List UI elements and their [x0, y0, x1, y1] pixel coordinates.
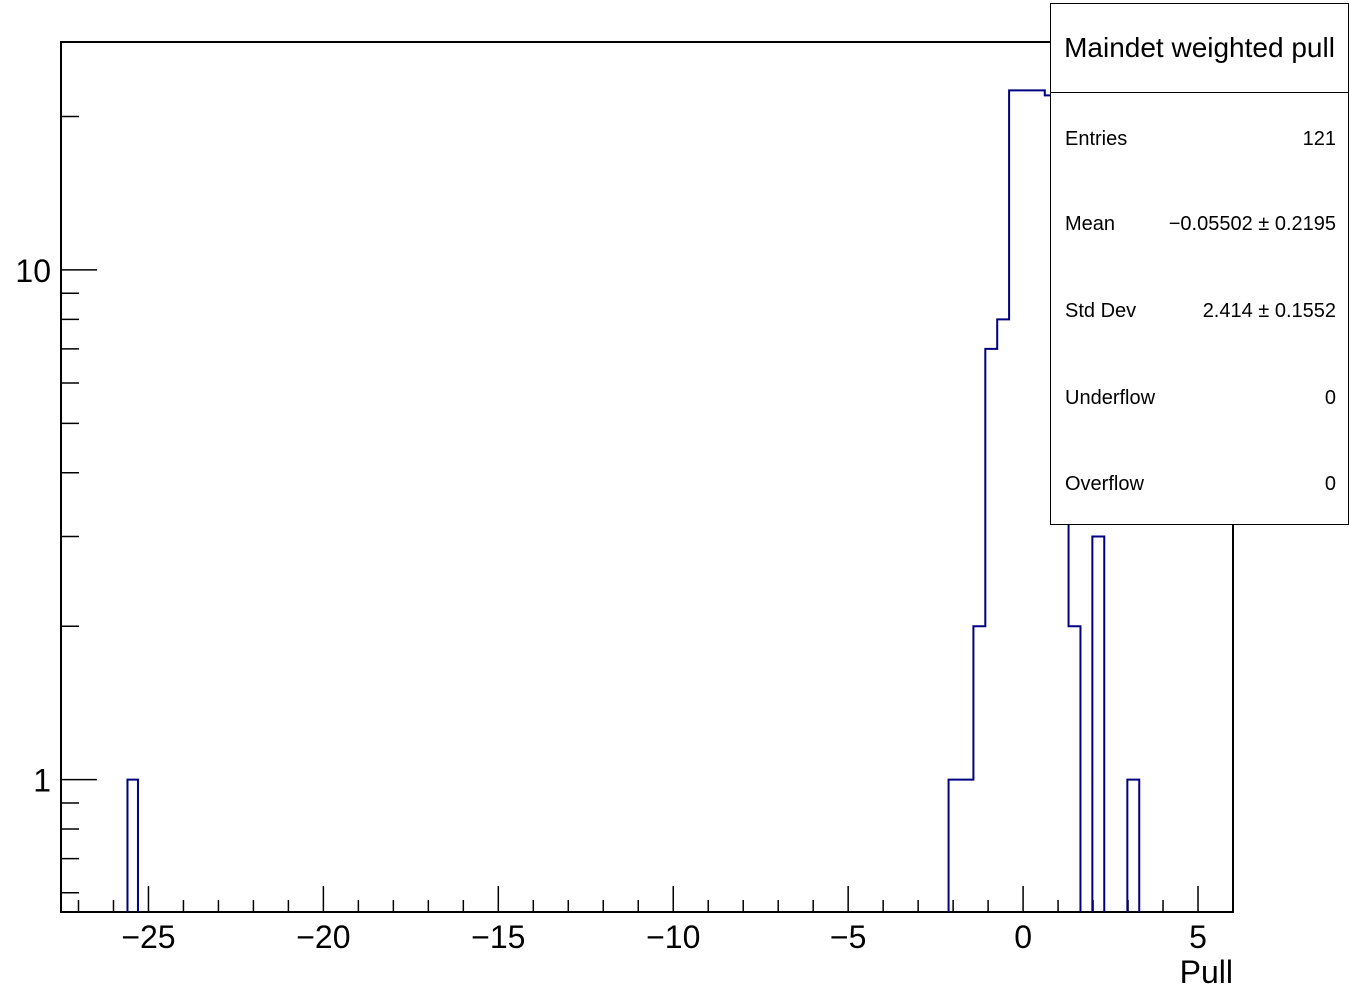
- stats-box: Maindet weighted pull Entries 121 Mean −…: [1050, 3, 1349, 525]
- x-tick-label: −10: [646, 919, 700, 955]
- stats-value: −0.05502 ± 0.2195: [1168, 212, 1336, 235]
- x-tick-label: −25: [121, 919, 175, 955]
- y-axis-ticks: 1 10: [15, 115, 97, 894]
- x-axis-ticks: −25 −20 −15 −10 −5 0 5: [77, 886, 1234, 955]
- stats-row-overflow: Overflow 0: [1065, 469, 1336, 499]
- stats-row-std-dev: Std Dev 2.414 ± 0.1552: [1065, 296, 1336, 326]
- x-axis-title: Pull: [1180, 954, 1233, 990]
- x-tick-label: −15: [471, 919, 525, 955]
- stats-label: Std Dev: [1065, 299, 1137, 322]
- stats-value: 2.414 ± 0.1552: [1202, 299, 1336, 322]
- y-tick-label: 10: [15, 253, 51, 289]
- x-tick-label: 5: [1189, 919, 1207, 955]
- stats-label: Underflow: [1065, 386, 1156, 409]
- stats-row-entries: Entries 121: [1065, 124, 1336, 154]
- histogram-line: [126, 89, 1141, 912]
- stats-label: Overflow: [1065, 472, 1144, 495]
- x-tick-label: −20: [296, 919, 350, 955]
- stats-row-mean: Mean −0.05502 ± 0.2195: [1065, 209, 1336, 239]
- x-tick-label: −5: [830, 919, 866, 955]
- stats-row-underflow: Underflow 0: [1065, 383, 1336, 413]
- stats-value: 0: [1324, 472, 1336, 495]
- stats-value: 0: [1324, 386, 1336, 409]
- stats-label: Entries: [1065, 127, 1128, 150]
- stats-title: Maindet weighted pull: [1051, 4, 1348, 93]
- stats-value: 121: [1302, 127, 1336, 150]
- stats-label: Mean: [1065, 212, 1116, 235]
- y-tick-label: 1: [33, 763, 51, 799]
- x-tick-label: 0: [1014, 919, 1032, 955]
